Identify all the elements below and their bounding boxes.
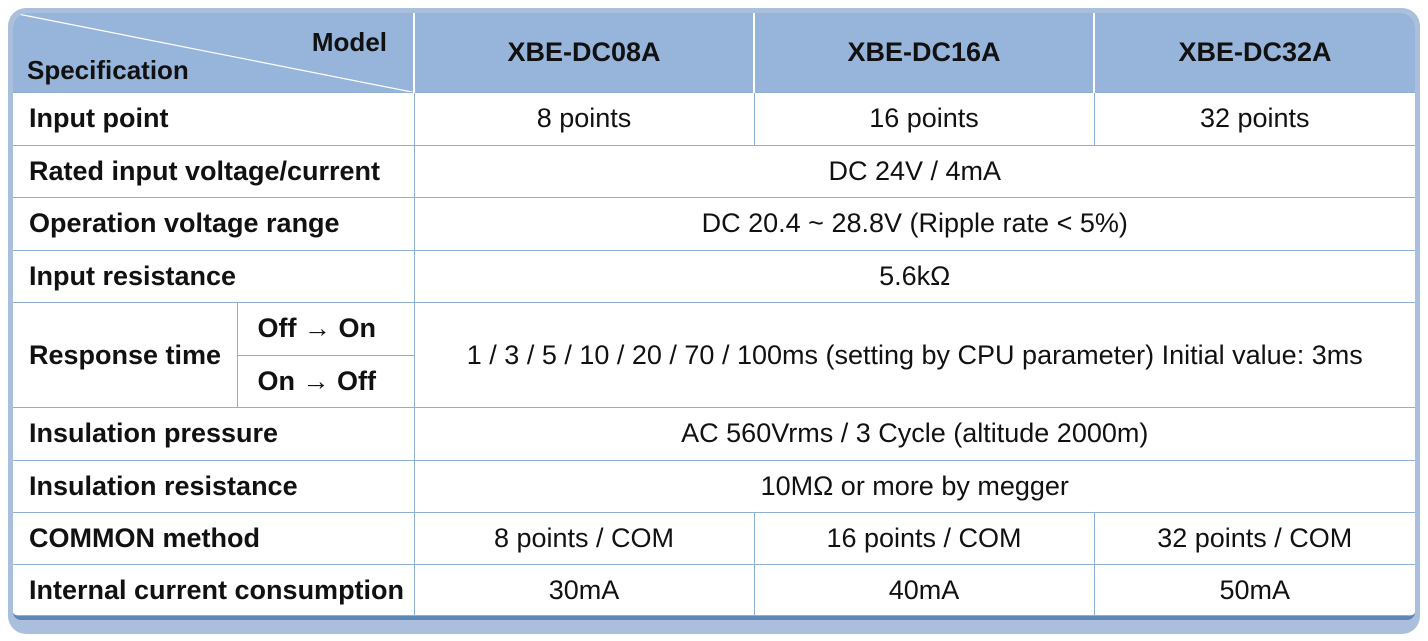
cell-value: 8 points [413,92,755,146]
row-input-resistance: Input resistance 5.6kΩ [13,249,1415,304]
cell-value: DC 20.4 ~ 28.8V (Ripple rate < 5%) [413,197,1415,251]
cell-value: DC 24V / 4mA [413,144,1415,199]
header-row: Model Specification XBE-DC08A XBE-DC16A … [13,13,1415,94]
cell-value: 50mA [1093,564,1415,616]
row-insulation-pressure: Insulation pressure AC 560Vrms / 3 Cycle… [13,407,1415,461]
spec-table-container: Model Specification XBE-DC08A XBE-DC16A … [13,13,1415,620]
row-label: Insulation resistance [13,459,415,513]
header-corner-cell: Model Specification [13,13,415,94]
cell-value: 32 points / COM [1093,511,1415,566]
spec-table-frame: Model Specification XBE-DC08A XBE-DC16A … [8,8,1420,634]
row-internal-current: Internal current consumption 30mA 40mA 5… [13,564,1415,616]
row-operation-voltage: Operation voltage range DC 20.4 ~ 28.8V … [13,197,1415,251]
cell-value: 16 points / COM [753,511,1095,566]
corner-model-label: Model [311,27,387,57]
model-header-3: XBE-DC32A [1093,13,1415,94]
model-header-2: XBE-DC16A [753,13,1095,94]
sub-label-off-on: Off → On [236,302,415,356]
cell-value: 30mA [413,564,755,616]
row-common-method: COMMON method 8 points / COM 16 points /… [13,511,1415,566]
sub-label-on-off: On → Off [237,354,414,409]
row-rated-input: Rated input voltage/current DC 24V / 4mA [13,144,1415,199]
row-label: Operation voltage range [13,197,415,251]
corner-diagonal-line [13,13,413,92]
cell-value: 5.6kΩ [413,249,1415,304]
cell-value: AC 560Vrms / 3 Cycle (altitude 2000m) [413,407,1415,461]
cell-value: 8 points / COM [413,511,755,566]
spec-table: Model Specification XBE-DC08A XBE-DC16A … [13,13,1415,616]
cell-value: 16 points [753,92,1095,146]
row-label: Input resistance [13,249,415,304]
row-input-point: Input point 8 points 16 points 32 points [13,92,1415,146]
cell-value: 40mA [753,564,1095,616]
row-label: Input point [13,92,415,146]
row-label: Internal current consumption [13,564,415,616]
row-response-time-on-off: On → Off [13,354,1415,409]
row-label: Insulation pressure [13,407,415,461]
cell-value: 32 points [1093,92,1415,146]
cell-value: 10MΩ or more by megger [413,459,1415,513]
corner-spec-label: Specification [27,55,189,86]
row-insulation-resistance: Insulation resistance 10MΩ or more by me… [13,459,1415,513]
row-label: COMMON method [13,511,415,566]
model-header-1: XBE-DC08A [413,13,755,94]
row-label: Response time [13,302,238,409]
row-label: Rated input voltage/current [13,144,415,199]
cell-value: 1 / 3 / 5 / 10 / 20 / 70 / 100ms (settin… [413,302,1415,409]
row-response-time-off-on: Response time Off → On 1 / 3 / 5 / 10 / … [13,302,1415,409]
